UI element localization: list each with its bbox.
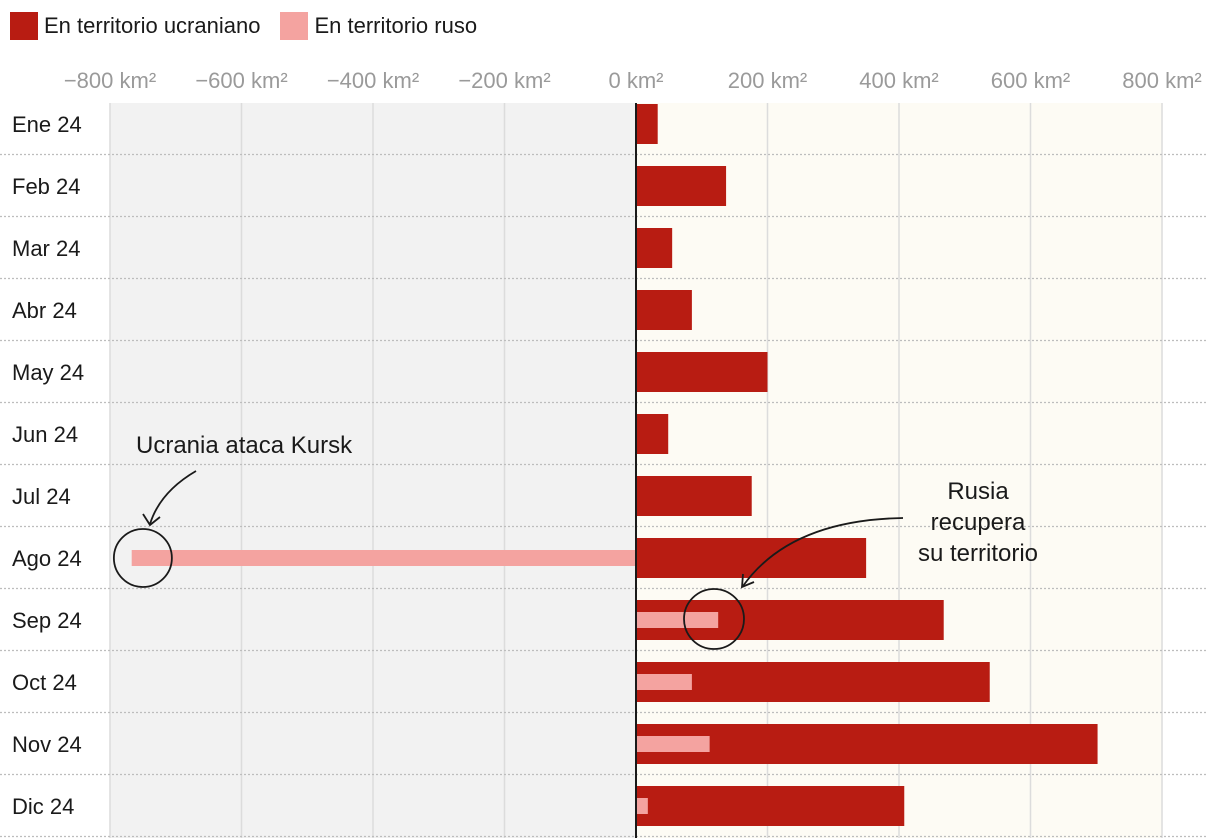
bar-russia [636, 612, 719, 628]
x-tick-label: 0 km² [609, 68, 664, 93]
legend: En territorio ucraniano En territorio ru… [10, 12, 497, 40]
bar-ukraine [636, 786, 905, 826]
bar-ukraine [636, 166, 727, 206]
bar-ukraine [636, 104, 658, 144]
category-label: Ago 24 [12, 546, 82, 571]
category-label: Abr 24 [12, 298, 77, 323]
annotation-recupera-arrowhead [740, 573, 755, 589]
category-label: Dic 24 [12, 794, 74, 819]
bar-ukraine [636, 290, 692, 330]
bar-ukraine [636, 414, 669, 454]
category-label: Sep 24 [12, 608, 82, 633]
x-tick-label: 800 km² [1122, 68, 1201, 93]
bar-ukraine [636, 538, 867, 578]
x-tick-label: 400 km² [859, 68, 938, 93]
bar-ukraine [636, 352, 768, 392]
x-tick-label: 600 km² [991, 68, 1070, 93]
legend-swatch-russia [280, 12, 309, 40]
legend-item-russia: En territorio ruso [280, 12, 477, 40]
category-label: Feb 24 [12, 174, 81, 199]
category-label: May 24 [12, 360, 84, 385]
annotation-recupera-text: Rusia [947, 478, 1009, 505]
legend-swatch-ukraine [10, 12, 38, 40]
category-label: Jun 24 [12, 422, 78, 447]
annotation-recupera-text: recupera [931, 509, 1026, 536]
category-label: Nov 24 [12, 732, 82, 757]
category-label: Ene 24 [12, 112, 82, 137]
bar-ukraine [636, 228, 673, 268]
legend-label-ukraine: En territorio ucraniano [44, 13, 261, 38]
bar-ukraine [636, 476, 752, 516]
x-tick-label: −800 km² [64, 68, 156, 93]
annotation-kursk-circle [112, 528, 173, 588]
bar-russia [636, 798, 648, 814]
category-label: Mar 24 [12, 236, 80, 261]
annotation-kursk-text: Ucrania ataca Kursk [136, 432, 353, 459]
category-label: Jul 24 [12, 484, 71, 509]
x-tick-label: 200 km² [728, 68, 807, 93]
bar-russia [131, 550, 636, 566]
legend-label-russia: En territorio ruso [314, 13, 478, 38]
annotation-recupera-text: su territorio [918, 540, 1038, 567]
annotation-kursk-arrowhead [142, 513, 161, 527]
bar-ukraine [636, 662, 990, 702]
annotation-recupera-circle [683, 588, 745, 650]
bar-ukraine [636, 724, 1098, 764]
bar-russia [636, 736, 710, 752]
category-label: Oct 24 [12, 670, 77, 695]
x-tick-label: −400 km² [327, 68, 419, 93]
bar-russia [636, 674, 692, 690]
x-tick-label: −600 km² [195, 68, 287, 93]
annotation-kursk-arrow [149, 470, 197, 525]
x-tick-label: −200 km² [458, 68, 550, 93]
annotation-recupera-arrow [742, 517, 904, 587]
legend-item-ukraine: En territorio ucraniano [10, 12, 260, 40]
